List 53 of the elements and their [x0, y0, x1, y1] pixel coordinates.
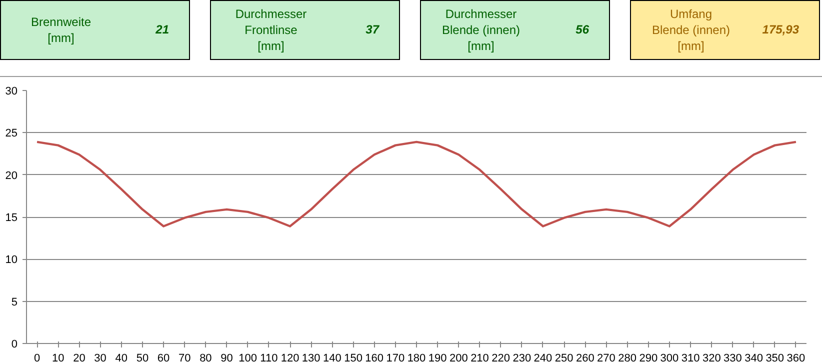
x-tick-label: 320 — [702, 352, 721, 364]
x-tick-label: 210 — [470, 352, 489, 364]
x-tick-label: 270 — [597, 352, 616, 364]
x-tick-label: 250 — [554, 352, 574, 364]
x-tick-label: 190 — [428, 352, 447, 364]
x-tick-label: 20 — [73, 352, 86, 364]
x-tick-label: 240 — [534, 352, 552, 364]
text: Umfang Blende (innen) [mm] — [650, 6, 732, 54]
x-tick-label: 170 — [386, 352, 405, 364]
x-tick-label: 300 — [660, 352, 679, 364]
x-tick-label: 180 — [407, 352, 426, 364]
x-tick-label: 60 — [157, 352, 170, 364]
y-tick-label: 30 — [5, 86, 18, 98]
x-tick-label: 10 — [52, 352, 64, 364]
x-tick-label: 220 — [492, 352, 510, 364]
x-tick-label: 230 — [512, 352, 532, 364]
y-tick-label: 10 — [5, 254, 18, 266]
y-tick-label: 5 — [11, 296, 18, 308]
x-tick-label: 110 — [260, 352, 278, 364]
x-tick-label: 310 — [681, 352, 700, 364]
x-tick-label: 360 — [786, 352, 806, 364]
line-series — [36, 140, 798, 228]
x-tick-label: 340 — [744, 352, 763, 364]
x-tick-label: 290 — [639, 352, 658, 364]
x-tick-label: 30 — [94, 352, 106, 364]
text: 21 — [156, 21, 169, 38]
x-tick-label: 70 — [178, 352, 191, 364]
x-tick-label: 330 — [724, 352, 742, 364]
x-tick-label: 120 — [280, 352, 300, 364]
text: Brennweite [mm] — [30, 14, 92, 46]
text: 56 — [576, 21, 589, 38]
x-tick-label: 260 — [576, 352, 594, 364]
x-tick-label: 140 — [323, 352, 342, 364]
x-tick-label: 130 — [302, 352, 320, 364]
x-tick-label: 150 — [344, 352, 362, 364]
x-tick-label: 280 — [618, 352, 636, 364]
y-tick-label: 20 — [5, 170, 18, 182]
text: Durchmesser Blende (innen) [mm] — [440, 6, 522, 54]
x-tick-label: 350 — [766, 352, 784, 364]
text: 37 — [366, 21, 379, 38]
x-tick-label: 40 — [115, 352, 128, 364]
x-tick-label: 200 — [449, 352, 468, 364]
x-tick-label: 80 — [200, 352, 212, 364]
text: 175,93 — [762, 21, 799, 38]
x-tick-label: 100 — [238, 352, 258, 364]
x-tick-label: 90 — [220, 352, 233, 364]
x-tick-label: 160 — [365, 352, 384, 364]
y-tick-label: 15 — [5, 212, 18, 224]
y-tick-label: 25 — [5, 128, 18, 140]
y-tick-label: 0 — [11, 338, 18, 350]
text: Durchmesser Frontlinse [mm] — [234, 6, 308, 54]
x-tick-label: 0 — [34, 352, 40, 364]
x-tick-label: 50 — [136, 352, 149, 364]
